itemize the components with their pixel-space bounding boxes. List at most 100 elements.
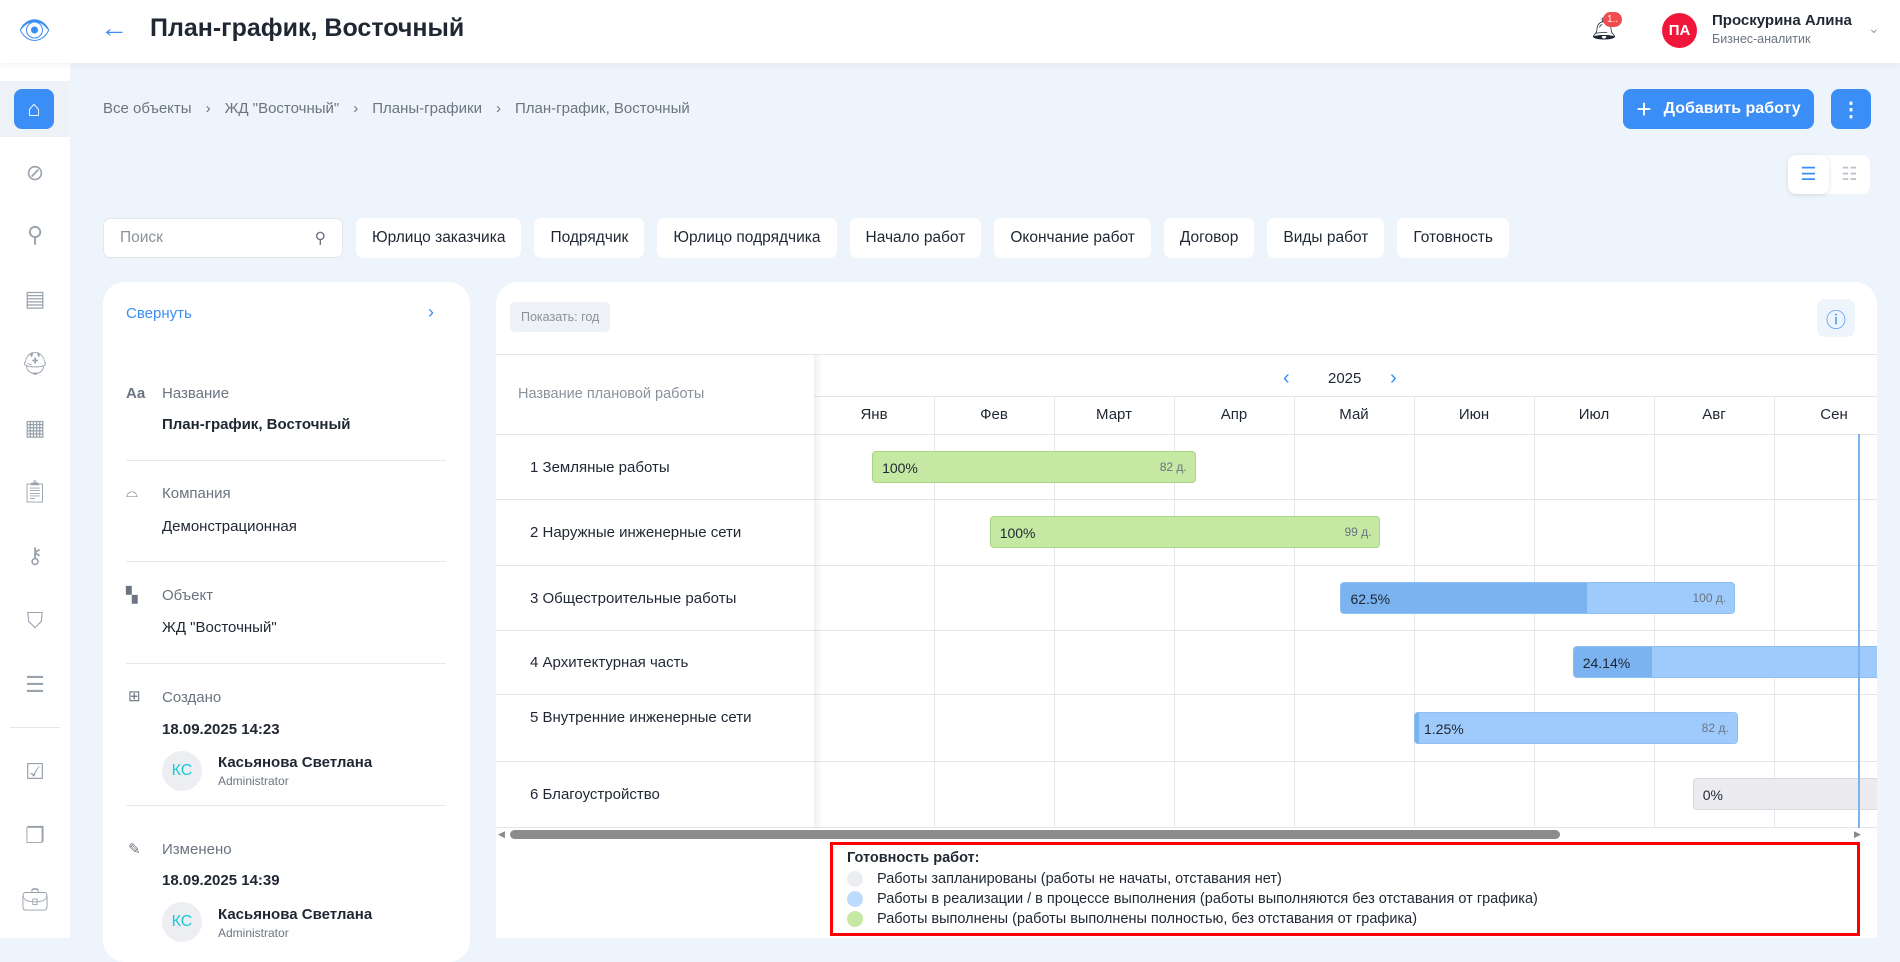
info-panel — [103, 282, 470, 962]
sidebar-item-shield-icon[interactable]: ⛉ — [26, 608, 44, 633]
breadcrumb-current: План-график, Восточный — [514, 100, 690, 117]
legend-text: Работы выполнены (работы выполнены полно… — [877, 911, 1418, 927]
user-avatar[interactable]: ПА — [1662, 13, 1697, 48]
month-gridline — [1174, 396, 1175, 828]
gantt-bar[interactable]: 100% 99 д. — [989, 516, 1381, 548]
show-period-button[interactable]: Показать: год — [510, 302, 611, 332]
list-view-icon[interactable]: ☷ — [1841, 164, 1858, 184]
info-icon[interactable]: ⓘ — [1817, 299, 1855, 337]
divider — [126, 561, 446, 562]
gantt-grid: Янв Фев Март Апр Май Июн Июл Авг Сен 1 Земляные р… — [496, 396, 1877, 828]
search-input[interactable]: Поиск ⚲ — [103, 218, 343, 258]
sidebar-item-clipboard-icon[interactable]: 📋︎ — [21, 479, 49, 504]
gantt-bar[interactable]: 62.5% 100 д. — [1340, 581, 1736, 614]
progress-label: 1.25% — [1424, 720, 1464, 737]
sidebar-item-gantt-icon[interactable]: ☰ — [25, 672, 45, 697]
search-placeholder: Поиск — [120, 229, 163, 246]
month-gridline — [1894, 396, 1895, 828]
filter-end[interactable]: Окончание работ — [994, 218, 1151, 258]
breadcrumb-item[interactable]: Планы-графики — [372, 100, 482, 117]
progress-label: 0% — [1702, 787, 1723, 803]
chevron-down-icon[interactable]: ⌄ — [1868, 20, 1880, 36]
sidebar-item-folder-icon[interactable]: ▤ — [24, 286, 46, 311]
task-name: 2 Наружные инженерные сети — [530, 524, 742, 541]
row-divider — [496, 694, 1877, 695]
next-year-chevron-icon[interactable]: › — [1390, 367, 1397, 389]
sidebar-item-documents-icon[interactable]: ❐ — [25, 823, 45, 848]
back-arrow-icon[interactable]: ← — [100, 12, 128, 43]
creator-role: Administrator — [218, 774, 289, 788]
created-date: 18.09.2025 14:23 — [162, 721, 280, 738]
gantt-bar[interactable]: 0% — [1692, 778, 1877, 810]
prev-year-chevron-icon[interactable]: ‹ — [1283, 367, 1290, 389]
edit-icon: ✎ — [128, 841, 141, 858]
sidebar-item-key-icon[interactable]: ⚷ — [26, 543, 44, 568]
task-name: 1 Земляные работы — [530, 458, 670, 476]
legend-item: Работы выполнены (работы выполнены полно… — [847, 909, 1843, 929]
planned-dot-icon — [847, 871, 863, 887]
legend-item: Работы в реализации / в процессе выполне… — [847, 889, 1843, 909]
gantt-bar[interactable]: 100% 82 д. — [872, 450, 1196, 483]
progress-fill — [1573, 647, 1652, 677]
sidebar-item-helmet-icon[interactable]: ⛑ — [21, 351, 49, 376]
sidebar-item-search-icon[interactable]: ⚲ — [26, 222, 44, 247]
sidebar-item-calendar-check-icon[interactable]: ▦ — [24, 415, 46, 440]
breadcrumb-item[interactable]: ЖД "Восточный" — [224, 100, 340, 117]
breadcrumb: Все объекты › ЖД "Восточный" › Планы-графи… — [103, 100, 690, 117]
horizontal-scrollbar[interactable]: ◀ ▶ — [498, 828, 1864, 840]
filter-contractor-entity[interactable]: Юрлицо подрядчика — [657, 218, 837, 258]
breadcrumb-item[interactable]: Все объекты — [103, 100, 192, 117]
filter-contractor[interactable]: Подрядчик — [534, 218, 645, 258]
chevron-right-icon: › — [495, 100, 501, 117]
month-header: Фев — [980, 406, 1008, 423]
month-header: Апр — [1220, 406, 1248, 423]
filter-customer-entity[interactable]: Юрлицо заказчика — [356, 218, 522, 258]
sidebar-item-checkbox-icon[interactable]: ☑ — [25, 759, 45, 784]
add-work-label: Добавить работу — [1663, 100, 1801, 117]
filter-work-types[interactable]: Виды работ — [1267, 218, 1385, 258]
page-title: План-график, Восточный — [150, 14, 465, 42]
divider — [126, 805, 446, 806]
scroll-right-arrow-icon[interactable]: ▶ — [1854, 829, 1861, 839]
readiness-legend-popup: Готовность работ: Работы запланированы (… — [830, 842, 1860, 936]
gantt-view-icon[interactable]: ☰ — [1788, 155, 1829, 194]
progress-label: 62.5% — [1350, 590, 1391, 607]
creator-avatar: КС — [162, 751, 202, 791]
task-name: 4 Архитектурная часть — [530, 654, 689, 671]
duration-label: 100 д. — [1692, 590, 1727, 605]
progress-label: 24.14% — [1582, 655, 1631, 671]
progress-label: 100% — [882, 459, 918, 476]
gantt-bar[interactable]: 1.25% 82 д. — [1414, 711, 1738, 744]
legend-text: Работы запланированы (работы не начаты, … — [877, 871, 1282, 887]
sidebar-item-forbidden-icon[interactable]: ⊘ — [25, 160, 45, 185]
top-header: 👁 ← План-график, Восточный 🔔︎ 1.. ПА Про… — [0, 0, 1900, 63]
gantt-bar[interactable]: 24.14% — [1572, 646, 1877, 678]
add-work-button[interactable]: + Добавить работу — [1623, 89, 1814, 129]
sidebar-item-briefcase-icon[interactable]: 💼︎ — [21, 887, 49, 912]
duration-label: 82 д. — [1701, 720, 1729, 735]
scrollbar-thumb[interactable] — [510, 830, 1560, 839]
filter-contract[interactable]: Договор — [1163, 218, 1255, 258]
divider — [126, 460, 446, 461]
row-divider — [496, 565, 1877, 566]
today-line — [1858, 434, 1860, 828]
collapse-link[interactable]: Свернуть — [126, 305, 192, 322]
more-options-icon[interactable]: ⋮ — [1831, 89, 1871, 129]
chevron-right-icon[interactable]: › — [428, 302, 434, 322]
filter-start[interactable]: Начало работ — [849, 218, 982, 258]
user-name[interactable]: Проскурина Алина — [1712, 12, 1852, 29]
column-header-task-name: Название плановой работы — [518, 386, 705, 402]
filter-readiness[interactable]: Готовность — [1397, 218, 1509, 258]
logo-eye-icon[interactable]: 👁 — [18, 15, 52, 45]
month-header: Сен — [1820, 406, 1848, 423]
task-name: 5 Внутренние инженерные сети — [530, 708, 752, 726]
sidebar-item-objects-home-icon[interactable]: ⌂ — [14, 89, 54, 129]
field-value: ЖД "Восточный" — [162, 619, 277, 636]
month-header: Июн — [1458, 406, 1490, 423]
field-value: Демонстрационная — [162, 518, 297, 535]
month-header: Авг — [1702, 406, 1726, 423]
plus-icon: + — [1636, 93, 1652, 124]
scroll-left-arrow-icon[interactable]: ◀ — [498, 829, 505, 839]
progress-fill — [1415, 712, 1420, 743]
building-icon: ▚ — [126, 587, 138, 604]
